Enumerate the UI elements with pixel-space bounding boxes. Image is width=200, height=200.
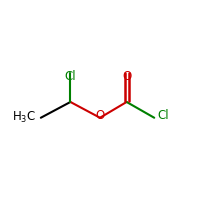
Text: H$_3$C: H$_3$C xyxy=(12,110,36,125)
Text: O: O xyxy=(95,109,105,122)
Text: Cl: Cl xyxy=(65,70,76,83)
Text: O: O xyxy=(122,70,131,83)
Text: Cl: Cl xyxy=(157,109,169,122)
